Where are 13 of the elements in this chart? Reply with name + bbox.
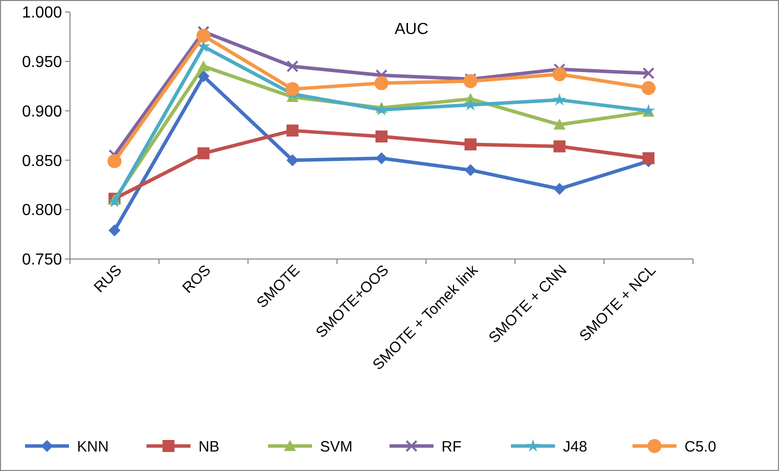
y-tick-label: 0.950: [22, 54, 62, 71]
text: AUC: [394, 21, 428, 38]
legend-label: C5.0: [684, 438, 716, 456]
legend-label: NB: [198, 438, 220, 456]
y-tick-label: 1.000: [22, 4, 62, 22]
y-tick-label: 0.800: [22, 202, 62, 220]
legend-label: RF: [442, 438, 462, 456]
y-tick-label: 0.850: [22, 152, 62, 170]
legend-label: J48: [563, 438, 588, 456]
legend-label: KNN: [77, 438, 109, 456]
y-tick-label: 0.750: [22, 252, 62, 269]
y-tick-label: 0.900: [22, 103, 62, 120]
legend-label: SVM: [320, 438, 353, 456]
